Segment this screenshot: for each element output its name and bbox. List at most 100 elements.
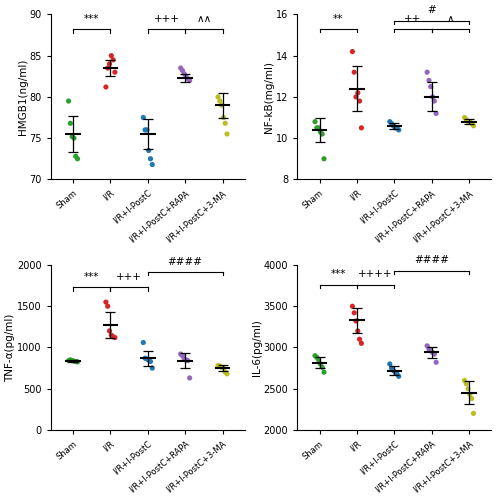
Text: ***: *** — [84, 14, 99, 24]
Point — [67, 120, 75, 128]
Point — [65, 356, 73, 364]
Point — [102, 83, 110, 91]
Point — [105, 60, 113, 68]
Point — [214, 362, 222, 370]
Point — [214, 93, 222, 101]
Point — [423, 68, 431, 76]
Point — [466, 118, 474, 126]
Text: **: ** — [333, 14, 343, 24]
Point — [74, 155, 82, 163]
Point — [317, 360, 325, 368]
Point — [386, 118, 394, 126]
Point — [395, 126, 403, 134]
Point — [104, 64, 112, 72]
Point — [393, 124, 401, 132]
Point — [109, 56, 117, 64]
Text: ***: *** — [331, 269, 346, 279]
Point — [102, 298, 110, 306]
Text: +++: +++ — [154, 14, 179, 24]
Point — [423, 342, 431, 350]
Point — [177, 64, 185, 72]
Point — [147, 155, 155, 163]
Point — [354, 327, 362, 335]
Point — [395, 372, 403, 380]
Point — [141, 126, 149, 134]
Point — [180, 355, 188, 363]
Point — [221, 120, 229, 128]
Point — [462, 380, 470, 388]
Point — [180, 70, 188, 78]
Text: ++++: ++++ — [358, 269, 393, 279]
Point — [350, 68, 358, 76]
Point — [178, 352, 186, 360]
Point — [70, 134, 78, 142]
Point — [468, 394, 476, 402]
Point — [315, 356, 323, 364]
Point — [104, 302, 112, 310]
Point — [462, 116, 470, 124]
Point — [432, 358, 440, 366]
Point — [111, 334, 119, 342]
Point — [178, 66, 186, 74]
Point — [430, 97, 438, 105]
Point — [141, 354, 149, 362]
Point — [428, 348, 436, 356]
Point — [186, 374, 194, 382]
Point — [68, 356, 76, 364]
Point — [139, 114, 147, 122]
Y-axis label: HMGB1(ng/ml): HMGB1(ng/ml) — [18, 58, 28, 135]
Point — [357, 124, 365, 132]
Point — [184, 75, 192, 83]
Point — [348, 302, 356, 310]
Point — [313, 354, 321, 362]
Y-axis label: NF-kB(mg/ml): NF-kB(mg/ml) — [264, 61, 274, 133]
Point — [147, 358, 155, 366]
Point — [148, 160, 156, 168]
Point — [389, 122, 397, 130]
Point — [388, 120, 396, 128]
Point — [318, 363, 326, 371]
Point — [313, 124, 321, 132]
Y-axis label: TNF-α(pg/ml): TNF-α(pg/ml) — [5, 314, 15, 382]
Point — [74, 358, 82, 366]
Point — [216, 362, 224, 370]
Point — [107, 331, 115, 339]
Text: ####: #### — [414, 255, 449, 265]
Point — [317, 128, 325, 136]
Y-axis label: IL-6(pg/ml): IL-6(pg/ml) — [252, 319, 262, 376]
Text: #: # — [427, 6, 436, 16]
Text: ***: *** — [84, 272, 99, 282]
Point — [139, 338, 147, 346]
Point — [70, 357, 78, 365]
Point — [320, 368, 328, 376]
Point — [427, 82, 435, 90]
Point — [311, 352, 319, 360]
Point — [320, 155, 328, 163]
Point — [182, 356, 190, 364]
Text: ∧∧: ∧∧ — [196, 14, 212, 24]
Point — [430, 350, 438, 358]
Point — [143, 126, 151, 134]
Point — [355, 335, 363, 343]
Point — [352, 317, 360, 325]
Point — [145, 146, 153, 154]
Point — [427, 347, 435, 355]
Text: ####: #### — [167, 256, 203, 266]
Point — [223, 370, 231, 378]
Point — [466, 390, 474, 398]
Point — [352, 93, 360, 101]
Point — [461, 376, 469, 384]
Point — [391, 368, 399, 376]
Point — [432, 110, 440, 118]
Point — [218, 363, 226, 371]
Point — [67, 356, 75, 364]
Point — [220, 114, 228, 122]
Point — [393, 370, 401, 378]
Point — [109, 332, 117, 340]
Point — [315, 124, 323, 132]
Point — [425, 345, 433, 353]
Point — [218, 101, 226, 109]
Point — [425, 76, 433, 84]
Point — [464, 118, 472, 126]
Point — [464, 384, 472, 392]
